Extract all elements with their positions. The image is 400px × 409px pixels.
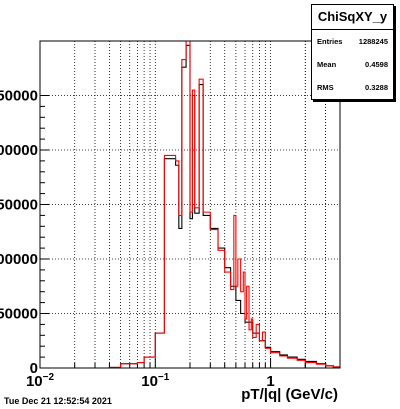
mean-value: 0.4598 xyxy=(365,60,388,69)
y-tick-label: 250000 xyxy=(0,88,38,105)
stats-row-rms: RMS 0.3288 xyxy=(312,76,393,99)
x-tick-label: 1 xyxy=(266,373,274,390)
histogram-series xyxy=(40,40,340,369)
x-tick-labels: 10−2 10−1 1 xyxy=(26,372,275,390)
stats-title: ChiSqXY_y xyxy=(312,5,393,30)
timestamp: Tue Dec 21 12:52:54 2021 xyxy=(4,396,112,406)
y-tick-label: 150000 xyxy=(0,197,38,214)
entries-label: Entries xyxy=(317,37,343,46)
y-tick-label: 50000 xyxy=(0,306,38,323)
y-tick-label: 0 xyxy=(30,360,38,377)
y-tick-label: 100000 xyxy=(0,251,38,268)
stats-row-mean: Mean 0.4598 xyxy=(312,53,393,76)
histogram-line-2 xyxy=(40,40,340,369)
stats-row-entries: Entries 1288245 xyxy=(312,30,393,53)
y-tick-labels: 0 50000 100000 150000 200000 250000 xyxy=(0,88,38,378)
x-axis-title: pT/|q| (GeV/c) xyxy=(241,386,338,403)
x-tick-label: 10−2 xyxy=(26,372,55,390)
x-tick-label: 10−1 xyxy=(141,372,170,390)
stats-box: ChiSqXY_y Entries 1288245 Mean 0.4598 RM… xyxy=(311,4,394,100)
plot-frame xyxy=(39,40,341,369)
rms-label: RMS xyxy=(317,83,334,92)
mean-label: Mean xyxy=(317,60,337,69)
rms-value: 0.3288 xyxy=(365,83,388,92)
entries-value: 1288245 xyxy=(358,37,388,46)
y-tick-label: 200000 xyxy=(0,142,38,159)
